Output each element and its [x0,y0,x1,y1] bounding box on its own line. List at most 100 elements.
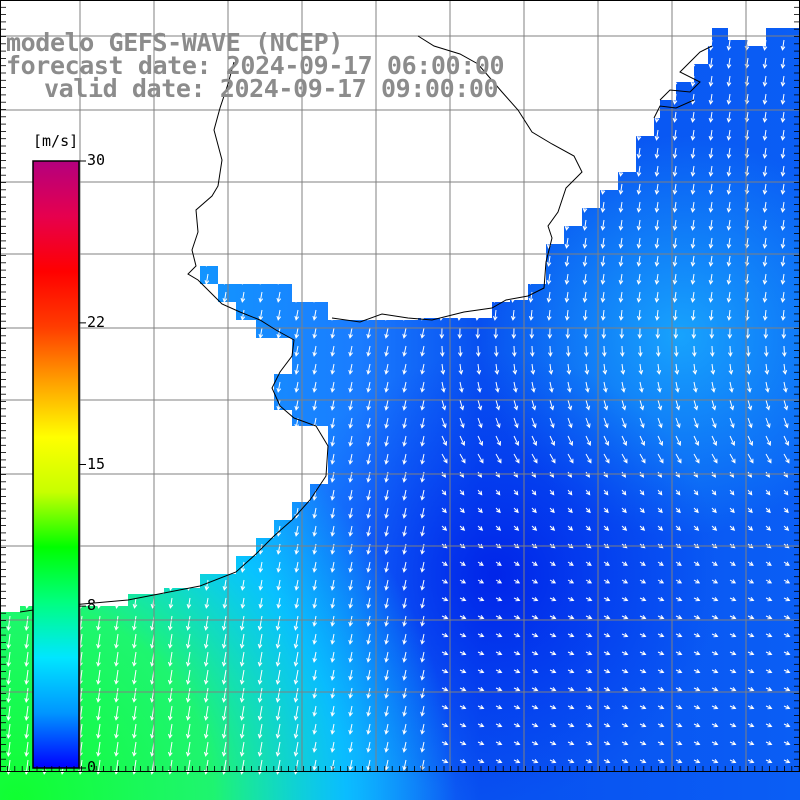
wind-vector-arrow [564,57,570,69]
wind-vector-arrow [765,687,773,692]
wind-vector-arrow [690,309,696,321]
wind-vector-arrow [567,723,575,728]
wind-vector-arrow [294,219,300,231]
wind-vector-arrow [114,237,120,249]
wind-vector-arrow [477,381,482,393]
wind-vector-arrow [477,687,485,692]
wind-vector-arrow [384,741,389,753]
wind-vector-arrow [24,579,30,591]
wind-vector-arrow [567,381,572,393]
wind-vector-arrow [654,219,660,231]
wind-vector-arrow [636,219,642,231]
wind-vector-arrow [294,453,300,465]
wind-vector-arrow [693,579,701,584]
wind-vector-arrow [185,633,191,649]
wind-vector-arrow [693,399,699,411]
wind-vector-arrow [384,597,389,609]
wind-vector-arrow [96,651,101,667]
wind-vector-arrow [693,417,699,429]
wind-vector-arrow [672,219,678,231]
wind-vector-arrow [366,39,371,51]
wind-vector-arrow [600,129,606,141]
wind-vector-arrow [222,561,228,573]
wind-vector-arrow [546,147,552,159]
wind-vector-arrow [513,741,521,746]
wind-vector-arrow [420,363,425,375]
wind-vector-arrow [531,669,539,674]
wind-vector-arrow [240,579,246,591]
wind-vector-arrow [384,615,389,627]
wind-vector-arrow [168,309,174,321]
wind-vector-arrow [780,93,786,105]
wind-vector-arrow [132,345,138,357]
wind-vector-arrow [531,651,539,656]
wind-vector-arrow [420,273,425,285]
colorbar-tick-label: 15 [87,454,106,473]
wind-vector-arrow [204,579,210,591]
wind-vector-arrow [204,291,210,303]
wind-vector-arrow [293,705,299,721]
wind-vector-arrow [257,741,263,757]
wind-vector-arrow [621,669,629,674]
wind-vector-arrow [603,489,609,496]
wind-vector-arrow [221,615,227,631]
wind-vector-arrow [729,633,737,638]
wind-vector-arrow [402,381,407,393]
wind-vector-arrow [348,525,353,537]
wind-vector-arrow [783,381,788,393]
wind-vector-arrow [600,237,606,249]
lat-lon-grid [0,0,800,772]
wind-vector-arrow [294,291,300,303]
wind-vector-arrow [96,129,102,141]
wind-vector-arrow [294,507,300,519]
wind-vector-arrow [477,525,484,531]
wind-vector-arrow [459,435,465,447]
wind-vector-arrow [636,309,642,321]
wind-vector-arrow [747,687,755,692]
wind-vector-arrow [312,561,317,573]
wind-vector-arrow [258,525,264,537]
wind-vector-arrow [458,363,464,375]
wind-vector-arrow [549,381,554,393]
wind-vector-arrow [6,453,12,465]
wind-vector-arrow [675,615,683,620]
wind-vector-arrow [114,255,120,267]
wind-vector-arrow [495,723,503,728]
wind-vector-arrow [96,705,101,721]
wind-vector-arrow [6,381,12,393]
wind-vector-arrow [96,363,102,375]
wind-vector-arrow [330,129,335,141]
wind-vector-arrow [747,507,753,514]
wind-vector-arrow [513,489,519,496]
wind-vector-arrow [690,219,696,231]
wind-vector-arrow [690,237,696,249]
wind-vector-arrow [366,147,371,159]
wind-vector-arrow [204,363,210,375]
colorbar-tick-label: 0 [87,758,97,776]
wind-vector-arrow [726,291,732,303]
wind-vector-arrow [585,633,593,638]
wind-vector-arrow [348,507,353,519]
wind-vector-arrow [513,417,519,429]
wind-vector-arrow [132,561,138,573]
wind-vector-arrow [257,723,263,739]
wind-vector-arrow [186,165,192,177]
wind-vector-arrow [675,525,682,531]
wind-vector-arrow [276,237,282,249]
wind-vector-arrow [366,183,371,195]
wind-vector-arrow [513,507,519,514]
wind-vector-arrow [293,633,299,649]
wind-vector-arrow [639,507,645,514]
wind-vector-arrow [693,507,699,514]
wind-vector-arrow [492,201,498,213]
wind-vector-arrow [114,273,120,285]
wind-vector-arrow [294,111,300,123]
wind-vector-arrow [420,201,425,213]
valid-date: valid date: 2024-09-17 09:00:00 [44,74,499,103]
wind-vector-arrow [477,561,484,566]
wind-vector-arrow [384,111,389,123]
wind-vector-arrow [402,399,407,411]
wind-vector-arrow [114,183,120,195]
wind-vector-arrow [762,273,768,285]
